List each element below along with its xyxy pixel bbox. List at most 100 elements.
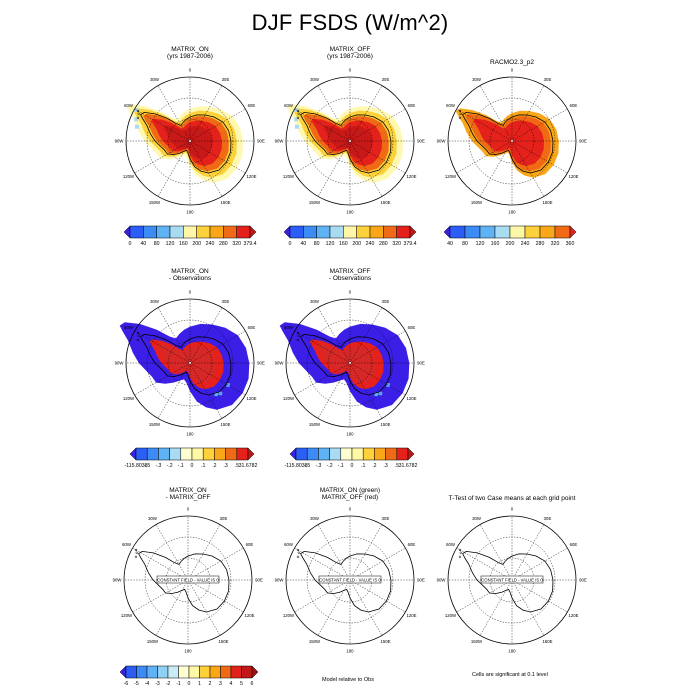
lon-label: 90E bbox=[417, 139, 425, 144]
meridian-line bbox=[189, 330, 246, 364]
meridian-line bbox=[511, 140, 545, 197]
lon-label: 120W bbox=[123, 396, 135, 401]
colorbar-swatch bbox=[494, 225, 511, 239]
lon-label: 90W bbox=[115, 139, 125, 144]
constant-field-label: CONSTANT FIELD - VALUE IS 0 bbox=[157, 578, 219, 583]
lon-label: 90W bbox=[113, 578, 123, 583]
colorbar-swatch bbox=[318, 447, 330, 461]
island-outline bbox=[296, 109, 300, 113]
meridian-line bbox=[317, 579, 351, 636]
lon-label: 180 bbox=[346, 432, 354, 437]
note-significance: Cells are significant at 0.1 level bbox=[472, 672, 548, 678]
meridian-line bbox=[157, 362, 191, 419]
colorbar-swatch bbox=[351, 447, 364, 461]
lon-label: 90W bbox=[115, 361, 125, 366]
colorbar-swatch bbox=[169, 447, 182, 461]
map-grid: 0 30E 60E 90E 120E 150E 180 150W 120W 90W 60W 30W bbox=[437, 507, 587, 654]
meridian-line bbox=[189, 307, 223, 364]
map-panel-r2c1: 0 30E 60E 90E 120E 150E 180 150W 120W 90W 60W 30W bbox=[110, 283, 270, 443]
colorbar-tick-label: -115.8038 bbox=[284, 463, 308, 469]
meridian-line bbox=[189, 108, 246, 142]
colorbar-min-triangle bbox=[283, 225, 291, 239]
colorbar-tick-label: 0 bbox=[128, 241, 132, 247]
colorbar-tick-label: .3 bbox=[383, 463, 388, 469]
colorbar-labels: -115.8038 -.5 -.3 -.2 -.1 0 .1 .2 .3 .5 31.6782 bbox=[125, 463, 258, 471]
latitude-circle bbox=[167, 340, 213, 386]
colorbar-tick-label: -5 bbox=[134, 681, 139, 687]
lon-label: 180 bbox=[508, 210, 516, 215]
meridian-line bbox=[187, 579, 221, 636]
colorbar-swatch bbox=[449, 225, 466, 239]
colorbar-tick-label: 80 bbox=[313, 241, 320, 247]
latitude-circle bbox=[167, 118, 213, 164]
lon-label: 30E bbox=[544, 77, 552, 82]
lon-label: 30W bbox=[148, 516, 158, 521]
map-panel-r1c2: 0 30E 60E 90E 120E 150E 180 150W 120W 90W 60W 30W bbox=[270, 61, 430, 221]
meridian-line bbox=[511, 108, 568, 142]
island-outline bbox=[297, 112, 300, 115]
lon-label: 60E bbox=[246, 542, 254, 547]
lon-label: 90W bbox=[275, 361, 285, 366]
island-outline bbox=[134, 548, 138, 552]
map-boundary bbox=[285, 298, 415, 428]
map-panel-r3c2: 0 30E 60E 90E 120E 150E 180 150W 120W 90W 60W 30W CO… bbox=[270, 500, 430, 660]
lon-label: 150E bbox=[542, 200, 552, 205]
lon-label: 0 bbox=[349, 68, 352, 73]
meridian-line bbox=[349, 524, 383, 581]
colorbar-swatch bbox=[146, 665, 158, 679]
lon-label: 120E bbox=[406, 174, 416, 179]
map-grid: 0 30E 60E 90E 120E 150E 180 150W 120W 90W 60W 30W bbox=[115, 290, 265, 437]
panel-title-r3c3: T-Test of two Case means at each grid po… bbox=[448, 495, 576, 502]
latitude-circle bbox=[146, 319, 234, 407]
island-outline bbox=[297, 334, 300, 337]
island-outline bbox=[296, 338, 300, 341]
field-cell bbox=[134, 117, 139, 122]
colorbar-swatch bbox=[135, 447, 148, 461]
map-boundary bbox=[123, 515, 253, 645]
colorbar-swatch bbox=[343, 225, 357, 239]
panel-title-r1c2: MATRIX_OFF (yrs 1987-2006) bbox=[327, 46, 373, 60]
colorbar-tick-label: -.5 bbox=[304, 463, 311, 469]
colorbar-max-triangle bbox=[407, 447, 415, 461]
meridian-line bbox=[349, 547, 406, 581]
colorbar-tick-label: 160 bbox=[339, 241, 348, 247]
lon-label: 120E bbox=[246, 396, 256, 401]
field-plateau bbox=[163, 125, 213, 159]
constant-field-box bbox=[480, 575, 544, 584]
lon-label: 150W bbox=[471, 639, 483, 644]
colorbar-tick-label: -.2 bbox=[326, 463, 333, 469]
colorbar-max-triangle bbox=[251, 665, 259, 679]
field-layer bbox=[127, 104, 243, 183]
constant-field-box bbox=[318, 575, 382, 584]
colorbar-tick-label: 0 bbox=[288, 241, 292, 247]
panel-title-r1c3: RACMO2.3_p2 bbox=[489, 59, 535, 66]
lon-label: 90W bbox=[437, 139, 447, 144]
colorbar-swatch bbox=[369, 225, 384, 239]
map-boundary bbox=[125, 298, 255, 428]
lon-label: 30E bbox=[382, 77, 390, 82]
meridian-line bbox=[189, 362, 223, 419]
meridian-line bbox=[134, 330, 191, 364]
colorbar-tick-label: 360 bbox=[565, 241, 575, 247]
panel-title-r3c2: MATRIX_ON (green) MATRIX_OFF (red) bbox=[319, 487, 381, 501]
island-outline bbox=[296, 555, 300, 558]
meridian-line bbox=[349, 307, 383, 364]
field-cell bbox=[374, 392, 379, 397]
meridian-line bbox=[349, 362, 406, 396]
colorbar-abs1: 0 40 80 120 160 200 240 280 320 379.4 bbox=[123, 225, 256, 248]
island-outline bbox=[458, 548, 462, 552]
lon-label: 150W bbox=[309, 639, 321, 644]
colorbar-tick-label: 379.4 bbox=[403, 241, 417, 247]
lon-label: 150E bbox=[380, 639, 390, 644]
meridian-line bbox=[479, 579, 513, 636]
polar-map: 0 30E 60E 90E 120E 150E 180 150W 120W 90W 60W 30W CO… bbox=[275, 507, 425, 654]
colorbar-tick-label: 0 bbox=[187, 681, 191, 687]
lon-label: 180 bbox=[184, 649, 192, 654]
colorbar-diff2: -115.8038 -.5 -.3 -.2 -.1 0 .1 .2 .3 .5 31.6782 bbox=[285, 447, 417, 470]
meridian-line bbox=[479, 140, 513, 197]
panel-title-r2c1: MATRIX_ON - Observations bbox=[168, 268, 212, 282]
lon-label: 0 bbox=[511, 507, 514, 512]
colorbar-tick-label: 0 bbox=[350, 463, 354, 469]
map-panel-r3c3: 0 30E 60E 90E 120E 150E 180 150W 120W 90W 60W 30W CO… bbox=[432, 500, 592, 660]
colorbar-labels: 40 80 120 160 200 240 280 320 360 bbox=[444, 241, 576, 249]
